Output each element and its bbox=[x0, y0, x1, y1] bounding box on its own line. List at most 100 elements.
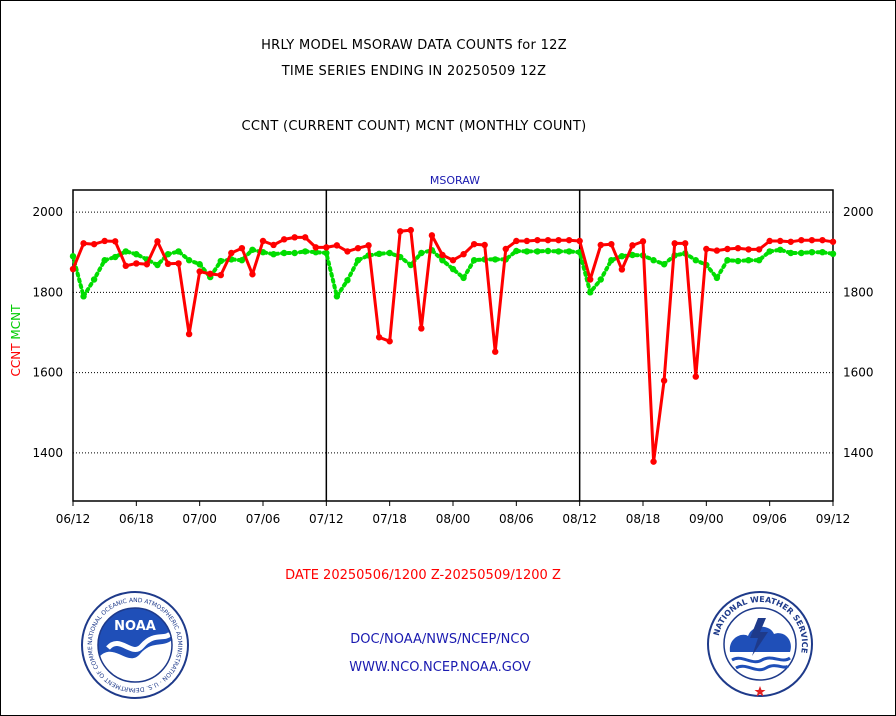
series-point-mcnt bbox=[175, 248, 182, 255]
series-point-ccnt bbox=[460, 251, 467, 258]
series-point-mcnt bbox=[766, 248, 773, 255]
series-point-ccnt bbox=[682, 240, 689, 247]
series-point-ccnt bbox=[154, 238, 161, 245]
x-tick-label: 07/12 bbox=[309, 512, 344, 526]
series-point-ccnt bbox=[555, 236, 562, 244]
series-point-mcnt bbox=[587, 289, 594, 296]
series-point-mcnt bbox=[112, 253, 119, 261]
series-layer bbox=[69, 226, 837, 465]
series-point-ccnt bbox=[365, 242, 372, 249]
series-point-ccnt bbox=[692, 373, 699, 380]
series-point-ccnt bbox=[323, 244, 330, 251]
y-tick-label-right: 1400 bbox=[843, 446, 874, 460]
series-point-mcnt bbox=[133, 251, 140, 258]
x-tick-label: 08/12 bbox=[562, 512, 597, 526]
x-tick-label: 08/18 bbox=[626, 512, 661, 526]
series-point-mcnt bbox=[534, 248, 541, 255]
series-point-ccnt bbox=[502, 245, 509, 253]
series-point-ccnt bbox=[354, 244, 362, 252]
series-point-ccnt bbox=[587, 276, 594, 283]
chart-title-line-2: TIME SERIES ENDING IN 20250509 12Z bbox=[281, 64, 547, 79]
series-point-ccnt bbox=[302, 234, 309, 241]
series-point-ccnt bbox=[228, 249, 235, 257]
series-point-ccnt bbox=[734, 244, 742, 252]
series-point-ccnt bbox=[164, 260, 172, 268]
series-point-ccnt bbox=[534, 236, 541, 244]
series-point-ccnt bbox=[787, 238, 794, 245]
series-point-ccnt bbox=[185, 330, 193, 338]
series-point-mcnt bbox=[629, 251, 636, 259]
series-point-mcnt bbox=[597, 276, 604, 283]
series-point-mcnt bbox=[777, 246, 784, 253]
series-point-ccnt bbox=[238, 244, 246, 252]
y-axis-label: CCNT MCNT bbox=[9, 304, 23, 377]
series-point-mcnt bbox=[713, 274, 721, 282]
series-point-ccnt bbox=[449, 257, 457, 264]
series-point-ccnt bbox=[565, 236, 573, 244]
x-tick-label: 09/06 bbox=[752, 512, 787, 526]
grid-layer bbox=[73, 211, 833, 454]
series-point-ccnt bbox=[576, 237, 583, 245]
series-point-mcnt bbox=[787, 249, 794, 257]
series-point-mcnt bbox=[819, 249, 826, 256]
series-point-mcnt bbox=[798, 249, 805, 257]
series-point-mcnt bbox=[164, 251, 172, 258]
series-point-mcnt bbox=[249, 246, 256, 253]
series-point-ccnt bbox=[523, 237, 531, 245]
series-point-ccnt bbox=[618, 266, 626, 273]
series-point-ccnt bbox=[291, 234, 298, 241]
noaa-logo-icon: NOAA NATIONAL OCEANIC AND ATMOSPHERIC AD… bbox=[80, 590, 189, 699]
series-point-ccnt bbox=[280, 236, 288, 243]
series-point-mcnt bbox=[344, 277, 351, 284]
series-point-mcnt bbox=[745, 257, 752, 264]
series-point-ccnt bbox=[122, 262, 129, 270]
series-point-ccnt bbox=[207, 270, 214, 278]
series-point-mcnt bbox=[323, 249, 330, 257]
series-point-mcnt bbox=[418, 249, 425, 257]
series-point-ccnt bbox=[766, 237, 773, 245]
x-tick-label: 08/06 bbox=[499, 512, 534, 526]
y-tick-label-left: 2000 bbox=[32, 205, 63, 219]
series-point-mcnt bbox=[302, 248, 309, 255]
series-point-ccnt bbox=[397, 228, 404, 235]
series-point-mcnt bbox=[217, 257, 224, 265]
x-tick-label: 09/12 bbox=[816, 512, 851, 526]
series-point-mcnt bbox=[692, 257, 699, 264]
series-point-ccnt bbox=[798, 236, 805, 244]
series-point-ccnt bbox=[407, 226, 414, 234]
x-tick-label: 06/18 bbox=[119, 512, 154, 526]
series-point-mcnt bbox=[101, 257, 108, 264]
series-point-ccnt bbox=[439, 251, 446, 259]
series-point-ccnt bbox=[249, 271, 256, 278]
series-point-mcnt bbox=[724, 257, 731, 264]
series-point-mcnt bbox=[808, 249, 816, 256]
series-point-ccnt bbox=[671, 240, 678, 247]
series-point-ccnt bbox=[344, 248, 351, 255]
series-point-mcnt bbox=[492, 256, 499, 263]
y-tick-label-left: 1400 bbox=[32, 446, 63, 460]
series-point-ccnt bbox=[608, 240, 615, 248]
series-point-mcnt bbox=[407, 261, 414, 269]
series-point-mcnt bbox=[280, 249, 288, 257]
series-point-ccnt bbox=[713, 247, 721, 254]
series-point-ccnt bbox=[829, 238, 837, 245]
series-point-mcnt bbox=[650, 257, 657, 264]
series-point-ccnt bbox=[143, 261, 151, 268]
series-point-mcnt bbox=[470, 257, 478, 264]
x-tick-label: 09/00 bbox=[689, 512, 724, 526]
series-point-ccnt bbox=[755, 246, 763, 253]
series-point-ccnt bbox=[597, 241, 604, 249]
series-point-mcnt bbox=[555, 248, 562, 255]
series-point-mcnt bbox=[755, 257, 763, 264]
series-point-mcnt bbox=[544, 247, 552, 255]
y-axis-label-part: CCNT bbox=[9, 343, 23, 377]
series-point-mcnt bbox=[333, 293, 341, 300]
series-point-ccnt bbox=[333, 242, 341, 249]
series-point-ccnt bbox=[69, 265, 77, 273]
footer-link-doc[interactable]: DOC/NOAA/NWS/NCEP/NCO bbox=[350, 632, 530, 647]
series-point-ccnt bbox=[513, 237, 520, 245]
series-point-ccnt bbox=[544, 236, 552, 244]
series-point-ccnt bbox=[481, 241, 488, 249]
footer-link-website[interactable]: WWW.NCO.NCEP.NOAA.GOV bbox=[349, 660, 531, 675]
series-line-ccnt bbox=[71, 228, 834, 464]
